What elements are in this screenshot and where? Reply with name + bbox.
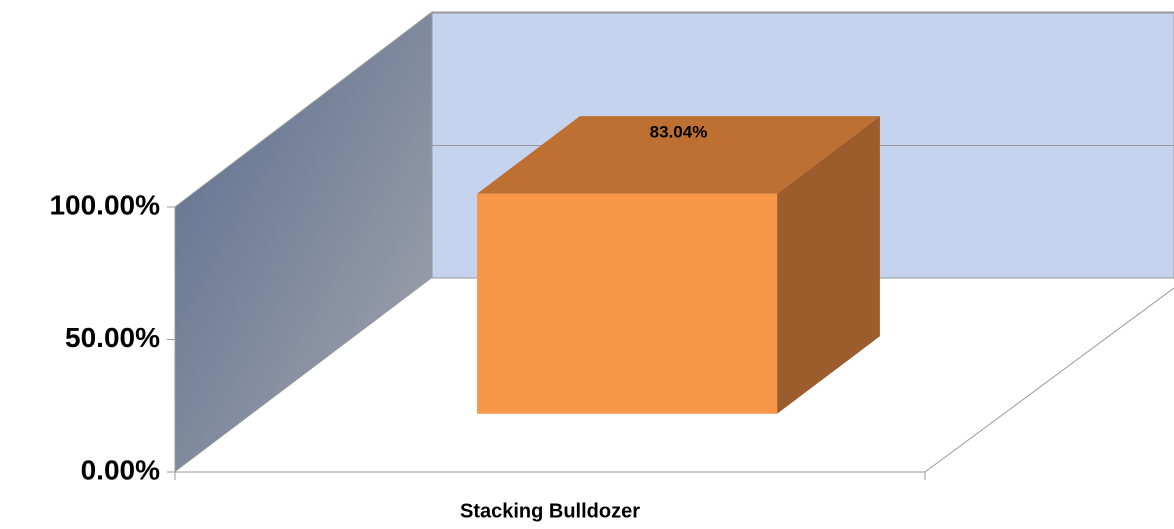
y-tick-label: 0.00% xyxy=(81,454,160,485)
y-tick-label: 100.00% xyxy=(49,189,160,220)
bar xyxy=(477,193,778,414)
floor-edge xyxy=(924,287,1174,473)
bar-top xyxy=(477,116,880,194)
data-label: 83.04% xyxy=(650,122,708,141)
y-tick-label: 50.00% xyxy=(65,322,160,353)
bar-side xyxy=(777,116,880,414)
x-tick-label: Stacking Bulldozer xyxy=(460,500,640,522)
